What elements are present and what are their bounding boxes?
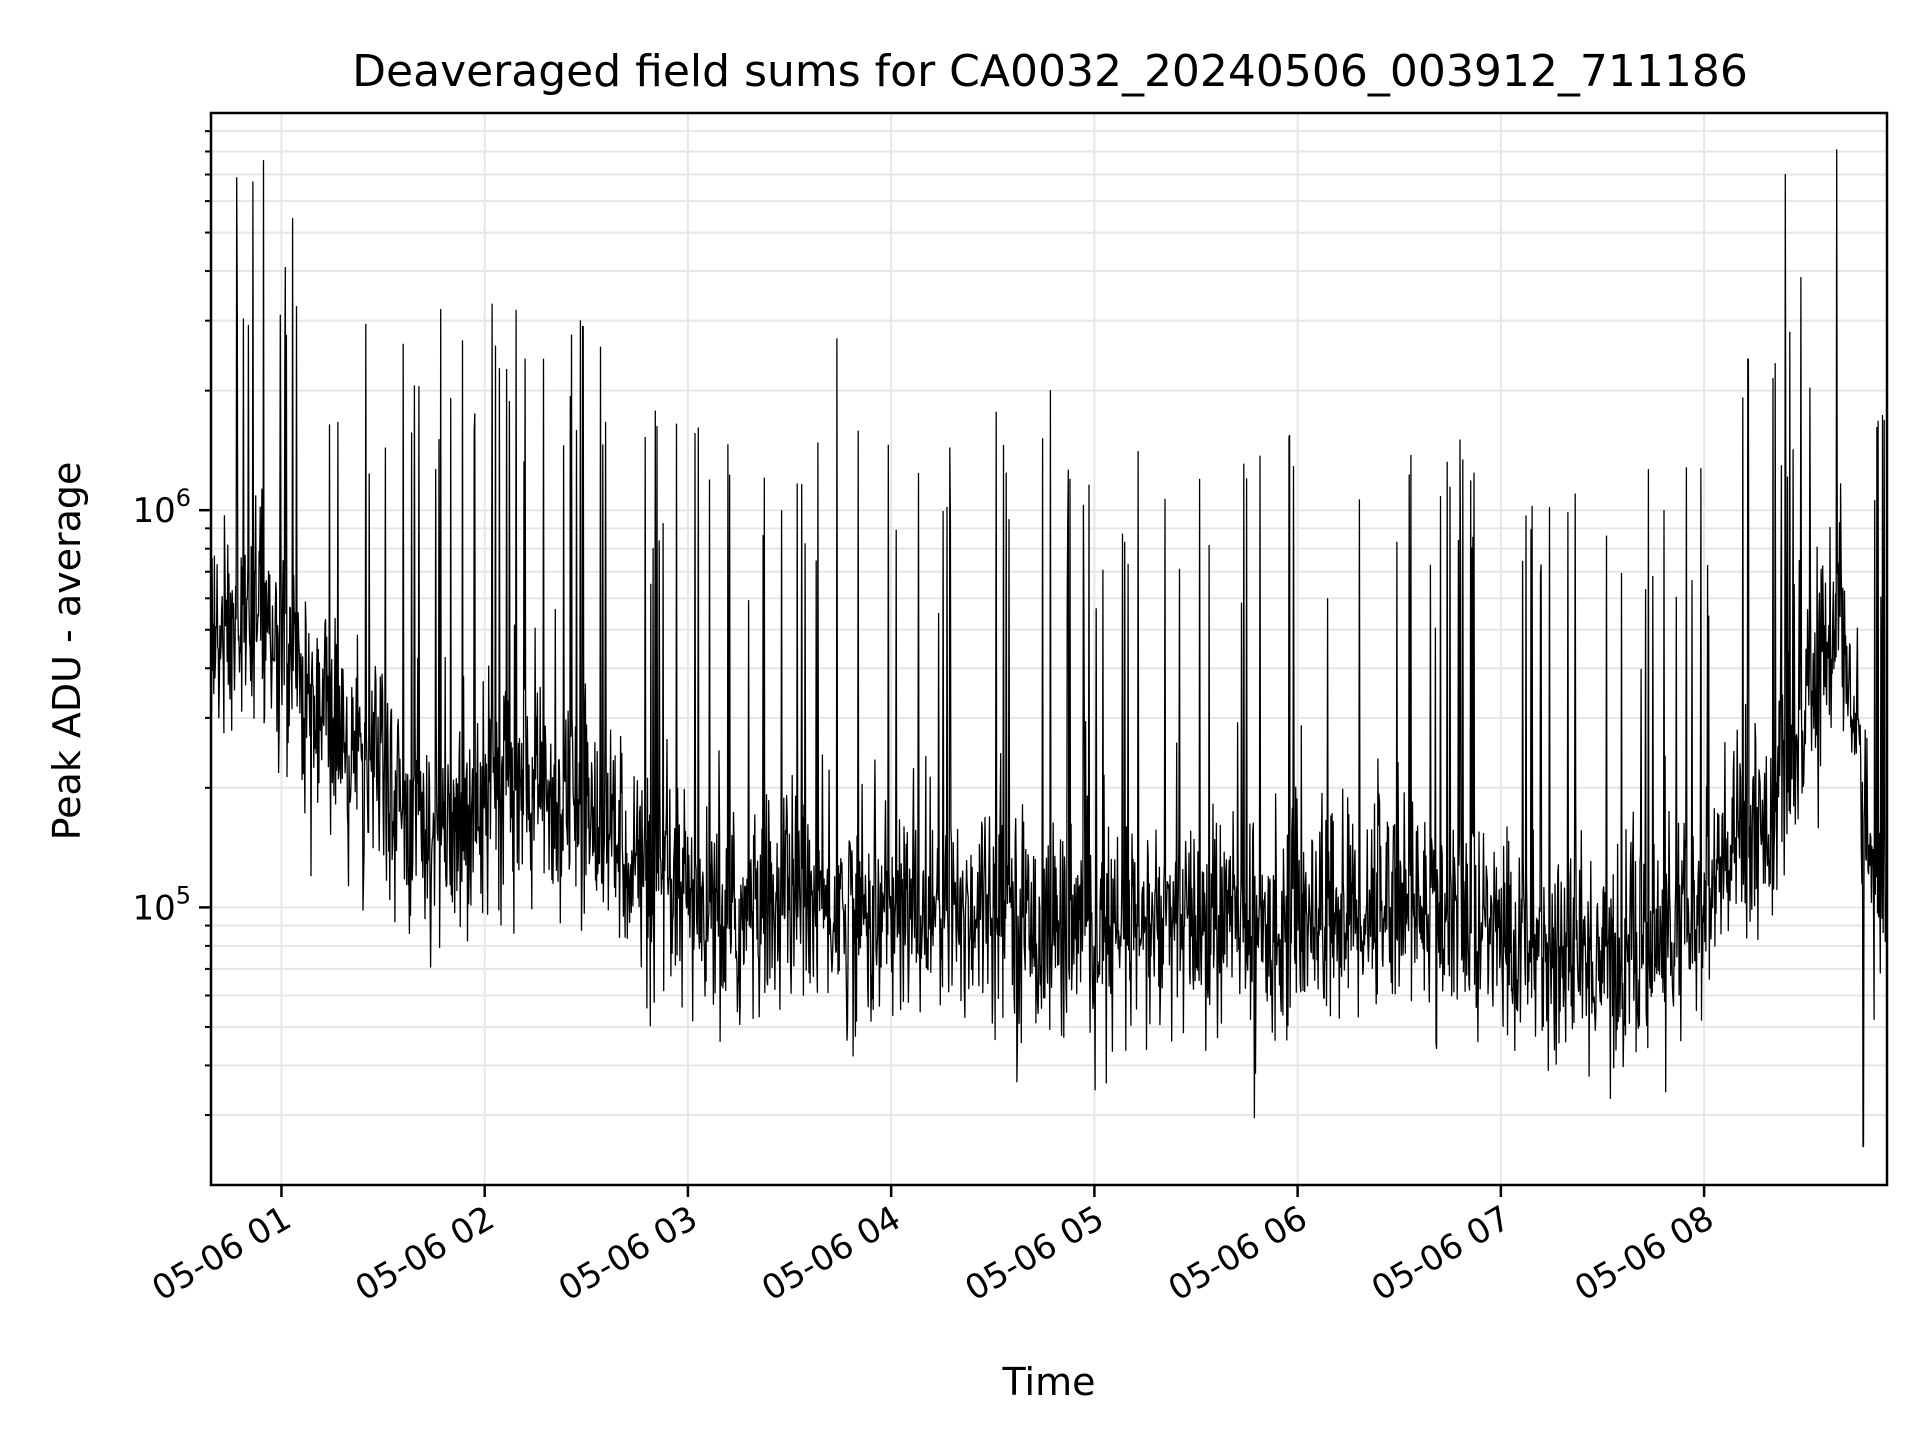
series-line	[210, 149, 1888, 1148]
x-tick-label: 05-06 02	[349, 1198, 501, 1309]
x-tick-label: 05-06 04	[755, 1198, 907, 1309]
y-tick-label: 105	[132, 881, 191, 928]
grid	[211, 113, 1887, 1185]
x-axis-label: Time	[1002, 1360, 1096, 1404]
x-tick-label: 05-06 01	[146, 1198, 298, 1309]
y-axis-label: Peak ADU - average	[45, 462, 89, 841]
y-tick-label: 106	[132, 484, 191, 531]
x-tick-label: 05-06 05	[958, 1198, 1110, 1309]
x-tick-label: 05-06 03	[552, 1198, 704, 1309]
x-tick-label: 05-06 06	[1162, 1198, 1314, 1309]
series-path	[210, 149, 1888, 1148]
plot-frame	[209, 111, 1889, 1187]
x-tick-label: 05-06 07	[1365, 1198, 1517, 1309]
x-axis: 05-06 01 05-06 02 05-06 03 05-06 04 05-06 05…	[146, 1185, 1721, 1309]
x-tick-label: 05-06 08	[1568, 1198, 1720, 1309]
y-axis: 105 106	[132, 130, 211, 1117]
chart-title: Deaveraged field sums for CA0032_2024050…	[352, 46, 1748, 97]
